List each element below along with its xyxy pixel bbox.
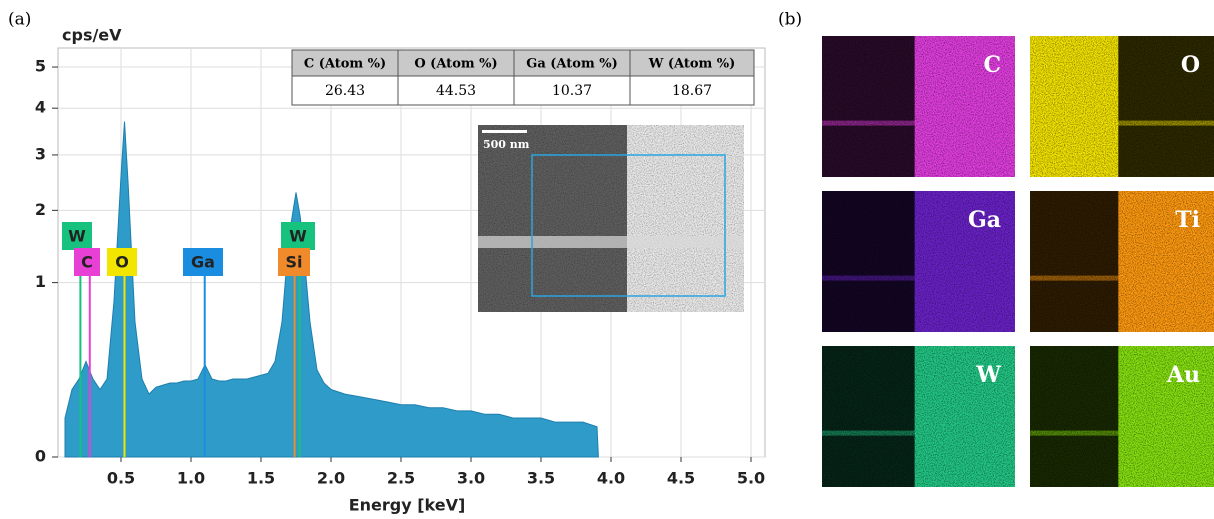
- spectrum: [64, 121, 599, 458]
- map-noise: [822, 346, 1015, 487]
- element-tag: [107, 248, 137, 276]
- cell: [397, 75, 515, 106]
- map-label: O: [1181, 52, 1200, 78]
- header-text: O (Atom %): [414, 57, 497, 72]
- scale-bar-label: 500 nm: [483, 138, 530, 151]
- cell-text: 18.67: [672, 83, 712, 99]
- header-cell: [629, 49, 755, 77]
- element-tag: [62, 222, 92, 250]
- map-label: Ga: [968, 207, 1001, 233]
- inset-image: 500 nm: [478, 125, 744, 312]
- element-map: W: [822, 346, 1015, 487]
- element-label: Si: [285, 253, 302, 272]
- x-tick-label: 3.0: [457, 469, 485, 488]
- y-tick-label: 2: [35, 200, 46, 219]
- map-label: W: [975, 362, 1001, 388]
- cell-text: 10.37: [552, 83, 592, 99]
- map-label: Au: [1166, 362, 1200, 388]
- header-cell: [291, 49, 399, 77]
- x-tick-label: 1.5: [247, 469, 275, 488]
- element-tag: [74, 248, 100, 276]
- element-tag: [281, 222, 315, 250]
- scale-bar: [482, 130, 527, 133]
- header-text: Ga (Atom %): [526, 57, 618, 72]
- element-label: Ga: [191, 253, 215, 272]
- wire: [478, 236, 744, 248]
- x-tick-label: 4.5: [667, 469, 695, 488]
- element-map: O: [1030, 36, 1214, 177]
- element-map: C: [822, 36, 1015, 177]
- element-tag: [183, 248, 223, 276]
- x-tick-label: 4.0: [597, 469, 625, 488]
- cell: [629, 75, 755, 106]
- table: C (Atom %) O (Atom %) Ga (Atom %) W (Atom %…: [291, 49, 755, 106]
- y-tick-label: 4: [35, 98, 46, 117]
- y-tick-label: 0: [35, 447, 46, 466]
- y-axis-title: cps/eV: [62, 26, 122, 45]
- cell: [291, 75, 399, 106]
- element-label: C: [81, 253, 93, 272]
- element-label: W: [289, 227, 307, 246]
- element-map: Ga: [822, 191, 1015, 332]
- map-noise: [1030, 346, 1214, 487]
- x-axis-title: Energy [keV]: [349, 496, 466, 515]
- element-map: Au: [1030, 346, 1214, 487]
- header-cell: [397, 49, 515, 77]
- x-tick-label: 2.5: [387, 469, 415, 488]
- y-tick-label: 1: [35, 272, 46, 291]
- header-text: C (Atom %): [304, 57, 386, 72]
- element-map: Ti: [1030, 191, 1214, 332]
- texture: [478, 125, 744, 312]
- element-maps: C O Ga Ti W Au: [822, 36, 1214, 487]
- map-noise: [1030, 191, 1214, 332]
- map-label: C: [983, 52, 1001, 78]
- map-label: Ti: [1175, 207, 1200, 233]
- x-tick-label: 5.0: [737, 469, 765, 488]
- header-cell: [513, 49, 631, 77]
- y-tick-label: 5: [35, 57, 46, 76]
- map-noise: [822, 191, 1015, 332]
- element-label: W: [68, 227, 86, 246]
- element-label: O: [115, 253, 129, 272]
- x-tick-label: 0.5: [107, 469, 135, 488]
- map-noise: [822, 36, 1015, 177]
- panel-label: (b): [778, 10, 802, 30]
- x-tick-label: 3.5: [527, 469, 555, 488]
- cell-text: 26.43: [325, 83, 365, 99]
- header-text: W (Atom %): [648, 57, 736, 72]
- scan-region: [531, 154, 726, 297]
- map-noise: [1030, 36, 1214, 177]
- panel-label: (a): [8, 10, 31, 30]
- x-tick-label: 1.0: [177, 469, 205, 488]
- x-tick-label: 2.0: [317, 469, 345, 488]
- element-tag: [278, 248, 310, 276]
- y-tick-label: 3: [35, 144, 46, 163]
- cell-text: 44.53: [436, 83, 476, 99]
